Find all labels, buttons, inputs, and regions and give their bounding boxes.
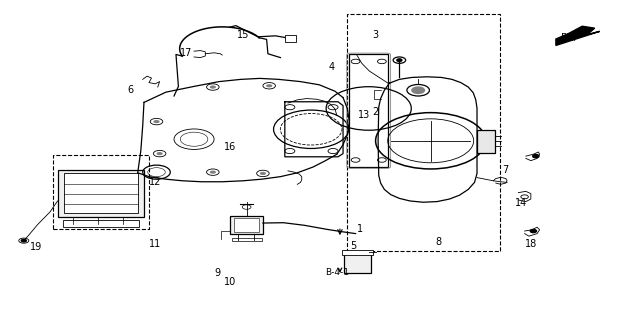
Text: 4: 4 <box>329 62 335 72</box>
Text: 19: 19 <box>30 242 43 252</box>
Text: 18: 18 <box>525 239 537 249</box>
Text: 8: 8 <box>435 236 441 247</box>
Circle shape <box>210 85 216 89</box>
Circle shape <box>153 120 160 123</box>
Bar <box>477 130 495 153</box>
Text: 13: 13 <box>358 110 371 120</box>
Text: 15: 15 <box>237 30 249 40</box>
Bar <box>232 238 262 241</box>
Circle shape <box>412 87 424 93</box>
Text: 6: 6 <box>127 84 133 95</box>
Text: 16: 16 <box>224 142 237 152</box>
Text: FR.: FR. <box>561 33 576 44</box>
Circle shape <box>260 172 266 175</box>
Bar <box>230 216 263 234</box>
Circle shape <box>21 239 26 242</box>
Bar <box>64 173 138 213</box>
Bar <box>347 14 500 251</box>
Circle shape <box>266 84 272 87</box>
Bar <box>285 35 296 42</box>
Text: B-4-1: B-4-1 <box>325 268 349 277</box>
Text: 10: 10 <box>224 277 237 287</box>
Text: 9: 9 <box>215 268 221 278</box>
Text: 3: 3 <box>372 30 379 40</box>
Text: 2: 2 <box>372 107 379 117</box>
Circle shape <box>210 171 216 174</box>
Bar <box>349 54 388 167</box>
Bar <box>344 253 371 273</box>
Circle shape <box>530 229 536 233</box>
Circle shape <box>156 152 163 155</box>
Bar <box>234 218 259 232</box>
Text: 5: 5 <box>351 241 357 252</box>
Bar <box>58 170 144 217</box>
Bar <box>53 155 149 229</box>
Bar <box>342 250 373 255</box>
Text: 17: 17 <box>180 48 193 58</box>
Text: 1: 1 <box>357 224 363 234</box>
Text: 11: 11 <box>149 239 162 249</box>
Text: 14: 14 <box>515 198 527 208</box>
Text: 12: 12 <box>149 177 162 188</box>
Circle shape <box>533 155 539 158</box>
Polygon shape <box>556 26 600 45</box>
Text: 7: 7 <box>503 164 509 175</box>
Bar <box>63 220 139 227</box>
Circle shape <box>397 59 402 61</box>
